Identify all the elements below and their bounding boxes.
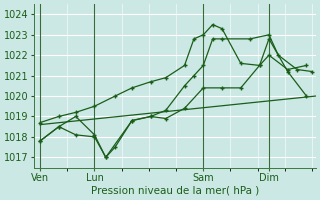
X-axis label: Pression niveau de la mer( hPa ): Pression niveau de la mer( hPa ) [91, 186, 259, 196]
